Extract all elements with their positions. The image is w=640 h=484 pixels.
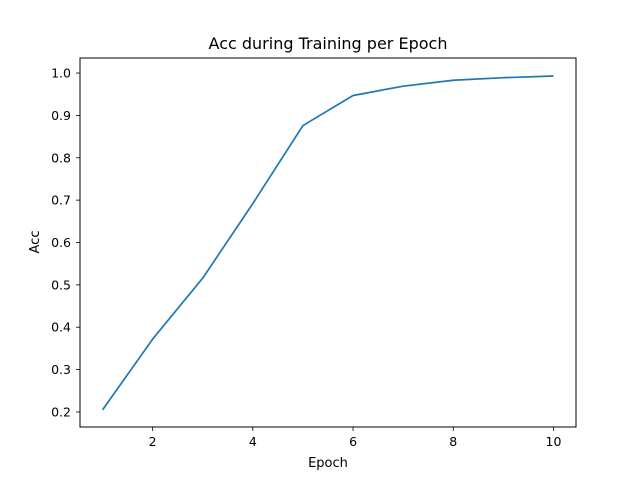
x-axis-ticks: 2 4 6 8 10	[149, 427, 562, 449]
y-tick-label: 0.6	[51, 235, 71, 250]
y-tick-label: 0.3	[51, 362, 71, 377]
x-tick-label: 6	[349, 434, 357, 449]
chart-title: Acc during Training per Epoch	[209, 34, 448, 53]
y-axis-ticks: 0.2 0.3 0.4 0.5 0.6 0.7 0.8 0.9 1.0	[51, 66, 80, 420]
series-layer	[103, 76, 554, 410]
x-tick-label: 10	[546, 434, 562, 449]
x-tick-label: 2	[149, 434, 157, 449]
y-tick-label: 1.0	[51, 66, 71, 81]
series-line	[103, 76, 554, 410]
x-tick-label: 8	[449, 434, 457, 449]
axes-frame	[80, 58, 576, 427]
y-tick-label: 0.7	[51, 193, 71, 208]
y-axis-label: Acc	[28, 231, 43, 254]
y-tick-label: 0.9	[51, 108, 71, 123]
y-tick-label: 0.5	[51, 277, 71, 292]
y-tick-label: 0.2	[51, 404, 71, 419]
y-tick-label: 0.8	[51, 150, 71, 165]
plot-area	[80, 58, 576, 427]
y-tick-label: 0.4	[51, 320, 71, 335]
x-axis-label: Epoch	[308, 456, 348, 471]
x-tick-label: 4	[249, 434, 257, 449]
